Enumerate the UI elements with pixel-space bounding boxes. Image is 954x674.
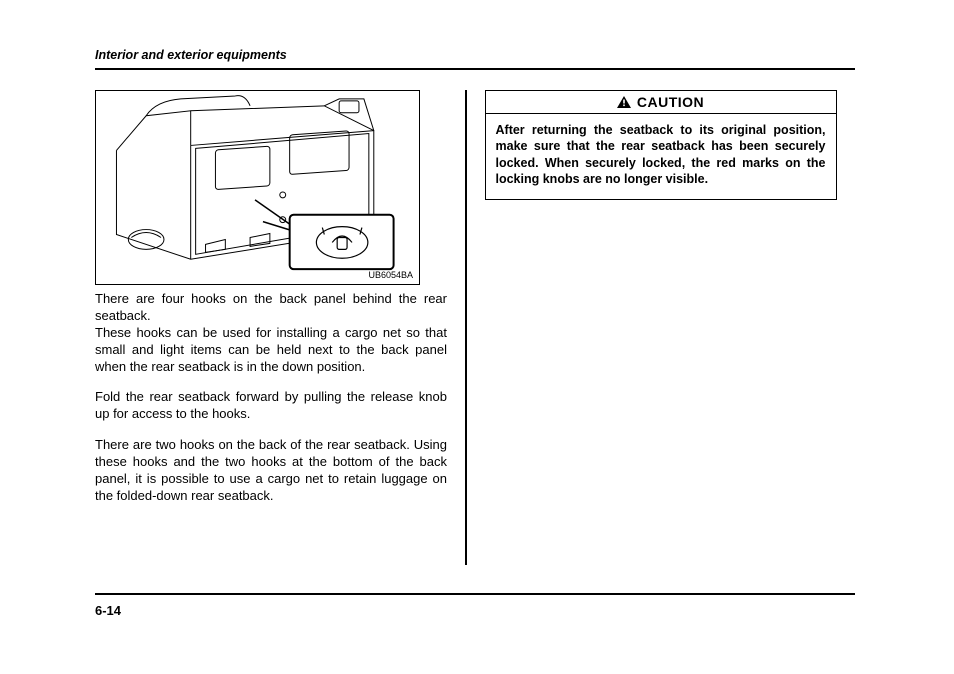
caution-body: After returning the seatback to its orig… bbox=[486, 114, 836, 199]
left-column: UB6054BA There are four hooks on the bac… bbox=[95, 90, 465, 565]
footer-rule bbox=[95, 593, 855, 595]
warning-triangle-icon bbox=[617, 96, 631, 108]
paragraph: There are four hooks on the back panel b… bbox=[95, 291, 447, 375]
figure-illustration: UB6054BA bbox=[95, 90, 420, 285]
two-column-layout: UB6054BA There are four hooks on the bac… bbox=[95, 90, 855, 565]
caution-box: CAUTION After returning the seatback to … bbox=[485, 90, 837, 200]
cargo-hook-diagram-icon bbox=[96, 91, 419, 284]
page-footer: 6-14 bbox=[95, 593, 855, 618]
figure-code: UB6054BA bbox=[368, 270, 413, 280]
caution-header: CAUTION bbox=[486, 91, 836, 114]
right-column: CAUTION After returning the seatback to … bbox=[467, 90, 837, 565]
caution-title: CAUTION bbox=[637, 94, 704, 110]
section-title: Interior and exterior equipments bbox=[95, 48, 855, 62]
header-rule bbox=[95, 68, 855, 70]
page-number: 6-14 bbox=[95, 603, 855, 618]
manual-page: Interior and exterior equipments bbox=[95, 48, 855, 628]
paragraph: There are two hooks on the back of the r… bbox=[95, 437, 447, 505]
paragraph: Fold the rear seatback forward by pullin… bbox=[95, 389, 447, 423]
